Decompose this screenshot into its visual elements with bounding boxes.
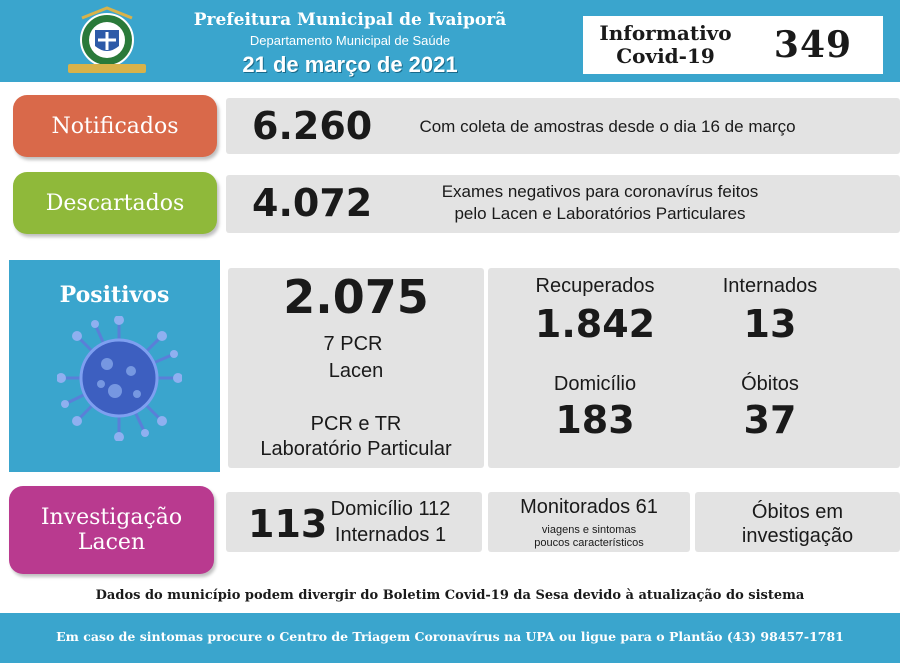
recuperados-value: 1.842 xyxy=(534,302,656,346)
department-subtitle: Departamento Municipal de Saúde xyxy=(249,33,451,48)
notificados-value: 6.260 xyxy=(252,104,373,148)
positivos-label: Positivos xyxy=(59,282,170,308)
investigacao-internados: Internados 1 xyxy=(334,524,447,546)
positivos-total-box xyxy=(228,268,484,468)
municipality-title: Prefeitura Municipal de Ivaiporã xyxy=(193,10,507,30)
positivos-value: 2.075 xyxy=(283,270,429,324)
descartados-bar xyxy=(226,175,900,233)
descartados-value: 4.072 xyxy=(252,181,373,225)
monitorados-label: Monitorados 61 xyxy=(520,496,658,518)
domicilio-label: Domicílio xyxy=(553,373,637,395)
obitos-investigacao-label: Óbitos em investigação xyxy=(741,501,854,547)
obitos-investigacao-box xyxy=(695,492,900,552)
investigacao-domicilio: Domicílio 112 xyxy=(330,498,451,520)
data-disclaimer: Dados do município podem divergir do Bol… xyxy=(95,588,805,603)
monitorados-note: viagens e sintomas poucos característico… xyxy=(534,524,644,549)
positivos-breakdown-box xyxy=(488,268,900,468)
monitorados-box xyxy=(488,492,690,552)
descartados-label: Descartados xyxy=(13,172,217,234)
obitos-value: 37 xyxy=(743,398,797,442)
notificados-bar xyxy=(226,98,900,154)
bulletin-box: Informativo Covid-19 349 xyxy=(583,16,883,74)
notificados-label: Notificados xyxy=(13,95,217,157)
internados-value: 13 xyxy=(743,302,797,346)
bulletin-label: Informativo Covid-19 xyxy=(599,21,732,68)
recuperados-label: Recuperados xyxy=(535,275,655,297)
positivos-lacen: Lacen xyxy=(328,360,384,382)
positivos-panel: Positivos xyxy=(9,260,220,472)
investigacao-label: Investigação Lacen xyxy=(9,486,214,574)
positivos-pcr: 7 PCR xyxy=(323,333,383,355)
obitos-label: Óbitos xyxy=(741,373,799,395)
coronavirus-icon xyxy=(57,316,182,441)
descartados-description: Exames negativos para coronavírus feitos… xyxy=(441,182,759,223)
footer-banner: Em caso de sintomas procure o Centro de … xyxy=(0,613,900,663)
internados-label: Internados xyxy=(722,275,818,297)
investigacao-value: 113 xyxy=(248,502,328,546)
header-banner: Prefeitura Municipal de Ivaiporã Departa… xyxy=(0,0,900,82)
positivos-lab: Laboratório Particular xyxy=(260,438,452,460)
domicilio-value: 183 xyxy=(555,398,635,442)
investigacao-total-box xyxy=(226,492,482,552)
contact-info: Em caso de sintomas procure o Centro de … xyxy=(56,629,844,644)
bulletin-number: 349 xyxy=(773,24,853,66)
municipal-seal-icon xyxy=(68,6,146,73)
bulletin-date: 21 de março de 2021 xyxy=(242,52,458,77)
notificados-description: Com coleta de amostras desde o dia 16 de… xyxy=(419,117,796,136)
positivos-pcr-tr: PCR e TR xyxy=(310,413,402,435)
